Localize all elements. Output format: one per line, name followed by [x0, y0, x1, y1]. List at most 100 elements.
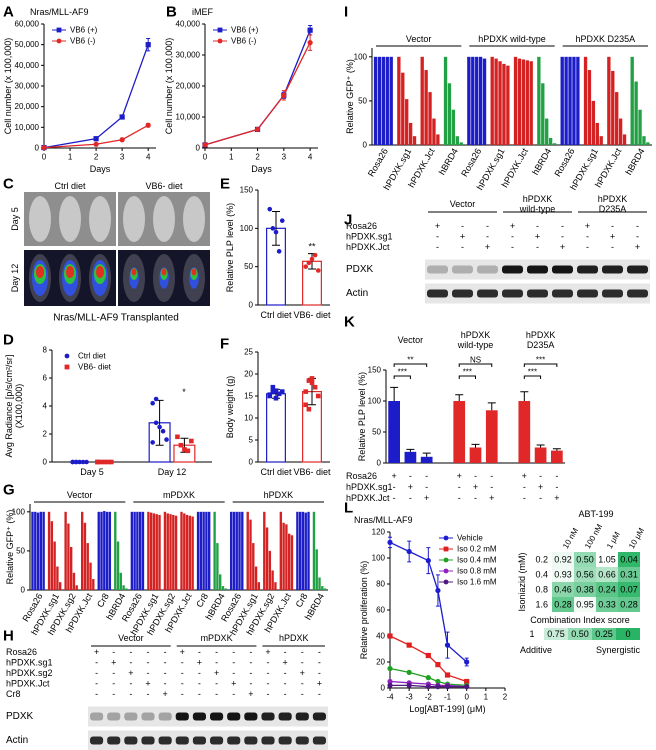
marker	[267, 392, 273, 397]
y-tick-label: 20	[376, 658, 385, 667]
matrix-cell: -	[393, 493, 396, 503]
row-label: hPDXK.sg2	[6, 668, 53, 678]
band	[502, 289, 523, 298]
y-tick-label: 50	[16, 546, 25, 555]
cell-label: 0.46	[554, 585, 572, 595]
band-label: Actin	[346, 288, 368, 299]
y-tick-label: 0	[21, 586, 26, 595]
matrix-cell: -	[181, 689, 184, 699]
matrix-row-label: hPDXK.Jct	[346, 493, 390, 503]
band	[527, 289, 548, 298]
band	[210, 712, 224, 721]
error-bar	[272, 210, 280, 246]
matrix-cell: -	[409, 493, 412, 503]
bar	[485, 410, 498, 463]
legend-marker	[56, 38, 62, 44]
legend-marker	[64, 353, 70, 359]
group-label: hPDXK D235A	[598, 194, 628, 214]
group-label: Vector	[118, 633, 144, 643]
band	[502, 265, 523, 274]
bar	[50, 521, 54, 590]
cell-label: 0.95	[576, 600, 594, 610]
matrix-cell: -	[636, 221, 639, 231]
y-axis-label: Relative GFP⁺ (%)	[5, 510, 15, 585]
x-tick-label: Day 12	[158, 467, 187, 477]
y-tick-label: 40,000	[15, 61, 40, 70]
x-tick-label: Day 5	[80, 467, 104, 477]
bar	[397, 56, 401, 146]
y-tick-label: 20,000	[15, 102, 40, 111]
x-tick-label: Rosa26	[366, 147, 390, 179]
colorbar-cell	[520, 628, 544, 640]
marker	[164, 437, 169, 442]
bar	[381, 56, 386, 146]
group-label: hPDXK wild-type	[457, 330, 494, 350]
signal	[131, 268, 137, 276]
bar	[152, 513, 156, 590]
legend-marker	[443, 568, 449, 574]
error-bar	[552, 448, 561, 451]
matrix-cell: +	[317, 679, 322, 689]
matrix-cell: -	[284, 668, 287, 678]
band	[124, 712, 138, 721]
x-tick-label: hBRD4	[437, 147, 460, 177]
x-axis-label: Days	[90, 164, 111, 174]
signal	[66, 266, 74, 278]
panel-letter: J	[344, 212, 352, 229]
bar	[235, 511, 238, 590]
matrix-cell: +	[460, 232, 465, 242]
row-label: hPDXK.sg1	[346, 232, 393, 242]
matrix-cell: -	[129, 679, 132, 689]
colorbar-cell	[568, 628, 592, 640]
bar	[513, 56, 518, 146]
marker	[444, 642, 451, 648]
marker	[444, 684, 451, 690]
bar	[133, 511, 136, 590]
marker	[425, 652, 431, 659]
cell-label: 0.93	[554, 570, 572, 580]
bar	[180, 511, 183, 590]
bar	[53, 541, 56, 590]
panel-letter: K	[344, 314, 355, 331]
matrix-cell: +	[510, 221, 515, 231]
signal	[191, 268, 197, 276]
bar	[147, 511, 150, 590]
matrix-cell: -	[164, 647, 167, 657]
matrix-cell: -	[611, 242, 614, 252]
cell-label: 1.05	[598, 555, 616, 565]
marker	[105, 459, 111, 465]
matrix-cell: +	[538, 482, 543, 492]
bar	[155, 514, 158, 590]
bar	[424, 70, 428, 145]
bar	[97, 511, 100, 590]
x-tick-label: Cr8	[294, 592, 310, 610]
matrix-cell: -	[555, 471, 558, 481]
y-tick-label: 0	[363, 141, 368, 150]
bar	[638, 109, 642, 145]
marker	[109, 459, 114, 465]
mouse	[59, 196, 81, 242]
matrix-cell: -	[181, 679, 184, 689]
y-tick-label: 60	[376, 606, 385, 615]
x-tick-label: 4	[308, 153, 313, 162]
matrix-cell: -	[539, 471, 542, 481]
marker	[281, 92, 287, 98]
x-axis-label: Days	[251, 164, 272, 174]
marker	[150, 400, 155, 406]
chart-title: iMEF	[192, 7, 213, 17]
matrix-cell: -	[636, 232, 639, 242]
y-axis-label: Body weight (g)	[225, 376, 235, 439]
bar	[86, 543, 89, 590]
error-bar	[406, 448, 415, 452]
marker	[270, 384, 276, 390]
bar	[599, 136, 603, 145]
bar	[185, 514, 189, 590]
bar	[420, 456, 433, 463]
x-tick-label: hBRD4	[530, 147, 553, 177]
bar	[218, 574, 222, 590]
panel-letter: L	[344, 500, 353, 517]
bar	[525, 60, 529, 145]
matrix-cell: -	[523, 493, 526, 503]
matrix-cell: -	[267, 679, 270, 689]
matrix-cell: -	[198, 689, 201, 699]
